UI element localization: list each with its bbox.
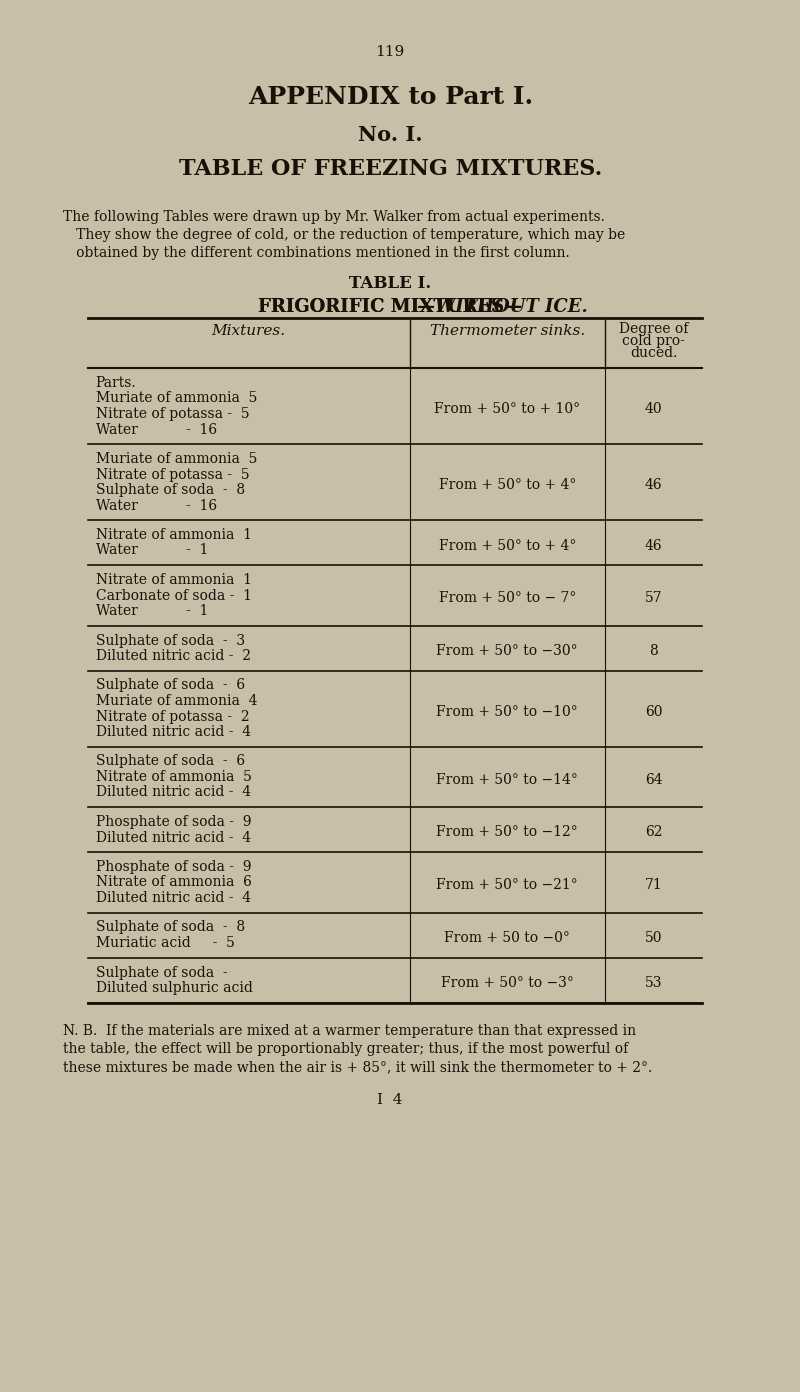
Text: Muriate of ammonia  5: Muriate of ammonia 5: [95, 452, 257, 466]
Text: 50: 50: [645, 931, 662, 945]
Text: Water           -  1: Water - 1: [95, 543, 208, 558]
Text: Muriate of ammonia  5: Muriate of ammonia 5: [95, 391, 257, 405]
Text: —WITHOUT ICE.: —WITHOUT ICE.: [192, 298, 588, 316]
Text: APPENDIX to Part I.: APPENDIX to Part I.: [248, 85, 533, 109]
Text: Sulphate of soda  -  6: Sulphate of soda - 6: [95, 754, 245, 768]
Text: Nitrate of potassa -  5: Nitrate of potassa - 5: [95, 406, 250, 420]
Text: 60: 60: [645, 704, 662, 718]
Text: 64: 64: [645, 773, 662, 786]
Text: Sulphate of soda  -  8: Sulphate of soda - 8: [95, 483, 245, 497]
Text: From + 50° to −3°: From + 50° to −3°: [441, 976, 574, 990]
Text: Sulphate of soda  -: Sulphate of soda -: [95, 966, 227, 980]
Text: No. I.: No. I.: [358, 125, 422, 145]
Text: obtained by the different combinations mentioned in the first column.: obtained by the different combinations m…: [63, 246, 570, 260]
Text: Parts.: Parts.: [95, 376, 136, 390]
Text: From + 50° to − 7°: From + 50° to − 7°: [438, 592, 576, 606]
Text: The following Tables were drawn up by Mr. Walker from actual experiments.: The following Tables were drawn up by Mr…: [63, 210, 606, 224]
Text: 57: 57: [645, 592, 662, 606]
Text: Diluted nitric acid -  4: Diluted nitric acid - 4: [95, 725, 250, 739]
Text: Water           -  16: Water - 16: [95, 498, 217, 512]
Text: From + 50° to + 4°: From + 50° to + 4°: [438, 477, 576, 491]
Text: Degree of: Degree of: [619, 322, 688, 335]
Text: Nitrate of ammonia  6: Nitrate of ammonia 6: [95, 876, 251, 889]
Text: From + 50° to −30°: From + 50° to −30°: [437, 644, 578, 658]
Text: Nitrate of potassa -  5: Nitrate of potassa - 5: [95, 468, 250, 482]
Text: Phosphate of soda -  9: Phosphate of soda - 9: [95, 814, 251, 830]
Text: Diluted nitric acid -  4: Diluted nitric acid - 4: [95, 785, 250, 799]
Text: Nitrate of ammonia  1: Nitrate of ammonia 1: [95, 528, 251, 541]
Text: TABLE I.: TABLE I.: [349, 276, 431, 292]
Text: Muriatic acid     -  5: Muriatic acid - 5: [95, 935, 234, 949]
Text: N. B.  If the materials are mixed at a warmer temperature than that expressed in: N. B. If the materials are mixed at a wa…: [63, 1025, 637, 1038]
Text: Diluted nitric acid -  2: Diluted nitric acid - 2: [95, 649, 250, 663]
Text: Phosphate of soda -  9: Phosphate of soda - 9: [95, 860, 251, 874]
Text: duced.: duced.: [630, 347, 678, 361]
Text: 8: 8: [649, 644, 658, 658]
Text: They show the degree of cold, or the reduction of temperature, which may be: They show the degree of cold, or the red…: [63, 228, 626, 242]
Text: Carbonate of soda -  1: Carbonate of soda - 1: [95, 589, 251, 603]
Text: From + 50° to −14°: From + 50° to −14°: [436, 773, 578, 786]
Text: From + 50° to + 10°: From + 50° to + 10°: [434, 402, 580, 416]
Text: Water           -  1: Water - 1: [95, 604, 208, 618]
Text: Diluted sulphuric acid: Diluted sulphuric acid: [95, 981, 253, 995]
Text: 53: 53: [645, 976, 662, 990]
Text: FRIGORIFIC MIXTURES—: FRIGORIFIC MIXTURES—: [258, 298, 522, 316]
Text: Diluted nitric acid -  4: Diluted nitric acid - 4: [95, 831, 250, 845]
Text: I  4: I 4: [378, 1094, 403, 1108]
Text: Sulphate of soda  -  8: Sulphate of soda - 8: [95, 920, 245, 934]
Text: Sulphate of soda  -  3: Sulphate of soda - 3: [95, 633, 245, 647]
Text: From + 50° to −21°: From + 50° to −21°: [436, 878, 578, 892]
Text: TABLE OF FREEZING MIXTURES.: TABLE OF FREEZING MIXTURES.: [178, 159, 602, 180]
Text: Water           -  16: Water - 16: [95, 423, 217, 437]
Text: 46: 46: [645, 477, 662, 491]
Text: 62: 62: [645, 825, 662, 839]
Text: FRIGORIFIC MIXTURES—: FRIGORIFIC MIXTURES—: [258, 298, 522, 316]
Text: Nitrate of potassa -  2: Nitrate of potassa - 2: [95, 710, 250, 724]
Text: Diluted nitric acid -  4: Diluted nitric acid - 4: [95, 891, 250, 905]
Text: Thermometer sinks.: Thermometer sinks.: [430, 324, 585, 338]
Text: these mixtures be made when the air is + 85°, it will sink the thermometer to + : these mixtures be made when the air is +…: [63, 1061, 653, 1075]
Text: Mixtures.: Mixtures.: [212, 324, 286, 338]
Text: the table, the effect will be proportionably greater; thus, if the most powerful: the table, the effect will be proportion…: [63, 1043, 629, 1057]
Text: From + 50° to −10°: From + 50° to −10°: [436, 704, 578, 718]
Text: Nitrate of ammonia  5: Nitrate of ammonia 5: [95, 770, 251, 784]
Text: From + 50° to + 4°: From + 50° to + 4°: [438, 539, 576, 553]
Text: 119: 119: [375, 45, 405, 58]
Text: Nitrate of ammonia  1: Nitrate of ammonia 1: [95, 574, 251, 587]
Text: 40: 40: [645, 402, 662, 416]
Text: 71: 71: [645, 878, 662, 892]
Text: Muriate of ammonia  4: Muriate of ammonia 4: [95, 695, 257, 709]
Text: cold pro-: cold pro-: [622, 334, 685, 348]
Text: From + 50° to −12°: From + 50° to −12°: [436, 825, 578, 839]
Text: From + 50 to −0°: From + 50 to −0°: [444, 931, 570, 945]
Text: Sulphate of soda  -  6: Sulphate of soda - 6: [95, 678, 245, 692]
Text: 46: 46: [645, 539, 662, 553]
